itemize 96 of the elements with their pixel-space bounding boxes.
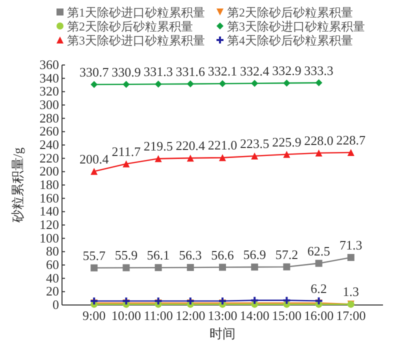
data-label: 55.7	[82, 248, 106, 263]
point	[219, 264, 226, 271]
data-label: 225.9	[272, 134, 302, 150]
legend-label: 第3天除砂进口砂粒累积量	[67, 34, 205, 48]
point	[154, 80, 162, 88]
y-tick-label: 20	[46, 284, 59, 299]
data-label: 55.9	[114, 248, 138, 263]
y-tick-label: 120	[40, 217, 59, 232]
y-axis-title: 砂粒累积量/g	[10, 146, 25, 224]
point	[90, 168, 98, 175]
data-label: 332.1	[208, 64, 238, 79]
point	[283, 150, 290, 158]
data-label: 330.7	[79, 64, 110, 80]
data-label: 62.5	[307, 243, 330, 258]
point	[219, 80, 226, 88]
data-label: 223.5	[240, 136, 270, 151]
data-label: 228.7	[336, 132, 366, 148]
x-tick-label: 15:00	[272, 308, 302, 323]
x-axis-title: 时间	[210, 326, 236, 341]
point	[122, 264, 130, 272]
data-label: 1.3	[342, 284, 360, 300]
data-label: 56.9	[243, 247, 266, 262]
point	[315, 260, 322, 267]
point	[154, 155, 162, 162]
x-tick-label: 12:00	[176, 308, 206, 323]
legend-label: 第1天除砂进口砂粒累积量	[67, 6, 205, 20]
data-label: 71.3	[340, 237, 362, 252]
data-label: 221.0	[208, 138, 238, 153]
point	[122, 80, 130, 88]
y-tick-label: 360	[40, 57, 59, 72]
point	[122, 296, 131, 306]
data-label: 332.4	[240, 63, 270, 78]
legend-label: 第4天除砂后砂粒累积量	[227, 34, 353, 48]
point	[315, 79, 322, 86]
y-tick-label: 100	[40, 230, 59, 246]
y-tick-label: 60	[46, 257, 59, 272]
x-tick-label: 10:00	[111, 308, 142, 323]
point	[250, 296, 260, 305]
data-label: 56.3	[179, 247, 202, 262]
data-label: 57.2	[275, 246, 298, 262]
point	[186, 264, 194, 271]
point	[186, 296, 195, 306]
point	[283, 263, 290, 270]
x-tick-label: 14:00	[240, 308, 270, 323]
y-tick-label: 320	[40, 84, 59, 99]
y-tick-label: 300	[40, 97, 59, 112]
point	[219, 154, 226, 162]
point	[154, 296, 163, 306]
data-label: 6.2	[310, 280, 327, 296]
y-tick-label: 40	[46, 270, 59, 286]
data-label: 330.9	[112, 64, 141, 80]
point	[251, 152, 258, 160]
point	[90, 81, 98, 88]
legend-label: 第2天除砂后砂粒累积量	[67, 20, 193, 34]
data-label: 228.0	[304, 133, 334, 148]
x-tick-label: 17:00	[336, 308, 366, 323]
point	[347, 254, 354, 261]
data-label: 211.7	[112, 144, 142, 159]
data-label: 220.4	[176, 138, 206, 154]
point	[186, 154, 194, 162]
point	[90, 264, 98, 272]
y-tick-label: 240	[40, 137, 59, 152]
y-tick-label: 220	[40, 150, 59, 166]
point	[283, 80, 290, 87]
data-label: 56.1	[146, 248, 170, 263]
data-label: 200.4	[79, 151, 110, 166]
y-tick-label: 200	[40, 164, 59, 179]
data-label: 332.9	[272, 63, 302, 78]
point	[315, 150, 322, 156]
legend-label: 第2天除砂后砂粒累积量	[227, 6, 353, 20]
data-label: 219.5	[144, 138, 173, 154]
point	[347, 149, 354, 156]
x-tick-label: 13:00	[208, 308, 238, 323]
x-tick-label: 9:00	[82, 308, 106, 323]
y-tick-label: 260	[40, 124, 59, 139]
point	[218, 296, 227, 306]
data-label: 331.6	[176, 64, 206, 79]
point	[251, 264, 258, 271]
point	[251, 80, 258, 87]
y-tick-label: 160	[40, 190, 59, 206]
data-label: 56.6	[211, 247, 234, 262]
y-tick-label: 140	[40, 204, 59, 219]
point	[282, 296, 292, 305]
point	[186, 80, 194, 88]
data-label: 333.3	[304, 62, 334, 78]
y-tick-label: 340	[40, 70, 59, 86]
point	[154, 264, 162, 272]
y-tick-label: 180	[40, 177, 59, 192]
x-tick-label: 16:00	[304, 308, 334, 323]
point	[122, 160, 130, 168]
data-label: 331.3	[144, 64, 173, 80]
x-tick-label: 11:00	[144, 308, 173, 323]
y-tick-label: 0	[52, 297, 59, 312]
y-tick-label: 80	[46, 244, 59, 259]
y-tick-label: 280	[40, 110, 59, 126]
legend-label: 第3天除砂进口砂粒累积量	[227, 20, 365, 34]
